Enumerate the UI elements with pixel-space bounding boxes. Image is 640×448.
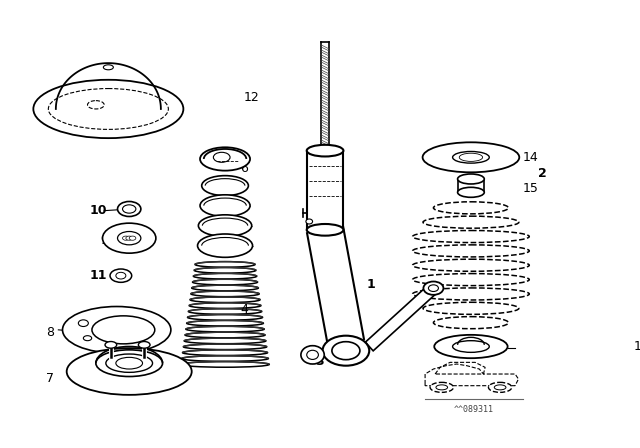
Ellipse shape [435, 335, 508, 358]
Ellipse shape [424, 281, 444, 295]
Ellipse shape [33, 80, 184, 138]
Ellipse shape [188, 314, 262, 320]
Ellipse shape [74, 354, 184, 389]
Ellipse shape [182, 356, 268, 362]
Ellipse shape [193, 273, 257, 279]
Text: 14: 14 [523, 151, 538, 164]
Ellipse shape [96, 350, 163, 376]
Ellipse shape [126, 236, 132, 240]
Ellipse shape [88, 101, 104, 109]
Ellipse shape [413, 245, 529, 257]
Ellipse shape [83, 336, 92, 340]
Ellipse shape [193, 279, 257, 285]
Ellipse shape [422, 142, 519, 172]
Ellipse shape [423, 302, 519, 314]
Ellipse shape [187, 320, 264, 326]
Ellipse shape [202, 176, 248, 196]
Text: 10: 10 [90, 204, 108, 217]
Ellipse shape [464, 155, 477, 159]
Ellipse shape [433, 202, 508, 214]
Text: 5: 5 [240, 217, 248, 230]
Ellipse shape [458, 187, 484, 197]
Text: 3: 3 [315, 355, 324, 368]
Ellipse shape [118, 202, 141, 216]
Ellipse shape [306, 219, 312, 224]
Ellipse shape [191, 291, 259, 297]
Ellipse shape [460, 153, 483, 161]
Ellipse shape [67, 348, 192, 395]
Text: 9: 9 [100, 234, 108, 247]
Text: 12: 12 [243, 91, 259, 104]
Text: 1: 1 [367, 277, 376, 290]
Ellipse shape [184, 344, 267, 349]
Ellipse shape [423, 216, 519, 228]
Ellipse shape [332, 342, 360, 360]
Ellipse shape [102, 223, 156, 253]
Ellipse shape [181, 362, 269, 367]
Ellipse shape [92, 316, 155, 344]
Ellipse shape [190, 297, 260, 302]
Ellipse shape [192, 285, 259, 291]
Ellipse shape [213, 152, 230, 162]
Text: 6: 6 [240, 163, 248, 176]
Ellipse shape [307, 350, 319, 359]
Text: 8: 8 [46, 326, 54, 339]
Text: ^^089311: ^^089311 [453, 405, 493, 414]
Ellipse shape [198, 215, 252, 237]
Text: 7: 7 [46, 372, 54, 385]
Ellipse shape [307, 224, 344, 236]
Ellipse shape [129, 236, 136, 240]
Ellipse shape [122, 205, 136, 213]
Ellipse shape [78, 320, 88, 327]
Ellipse shape [428, 285, 438, 292]
Text: 4: 4 [240, 302, 248, 315]
Ellipse shape [63, 306, 171, 353]
Ellipse shape [433, 317, 508, 329]
Ellipse shape [198, 234, 253, 257]
Ellipse shape [184, 338, 266, 344]
Ellipse shape [195, 262, 255, 267]
Ellipse shape [458, 174, 484, 184]
Ellipse shape [138, 341, 150, 348]
Ellipse shape [188, 309, 262, 314]
Ellipse shape [182, 350, 268, 355]
Ellipse shape [68, 310, 166, 350]
Ellipse shape [49, 89, 168, 129]
Ellipse shape [118, 232, 141, 245]
Ellipse shape [110, 269, 132, 282]
Polygon shape [365, 284, 437, 351]
Ellipse shape [452, 151, 489, 163]
Ellipse shape [189, 303, 261, 308]
Ellipse shape [430, 382, 453, 392]
Ellipse shape [413, 231, 529, 242]
Text: 2: 2 [538, 168, 547, 181]
Text: 15: 15 [523, 181, 538, 194]
Ellipse shape [116, 358, 143, 369]
Ellipse shape [200, 147, 250, 171]
Ellipse shape [105, 341, 116, 348]
Ellipse shape [186, 326, 264, 332]
Ellipse shape [200, 195, 250, 216]
Text: 13: 13 [634, 340, 640, 353]
Text: 11: 11 [90, 269, 108, 282]
Ellipse shape [413, 288, 529, 300]
Ellipse shape [185, 332, 265, 338]
Ellipse shape [436, 385, 447, 390]
Ellipse shape [494, 385, 506, 390]
Ellipse shape [307, 145, 344, 156]
Ellipse shape [103, 65, 113, 70]
Ellipse shape [413, 259, 529, 271]
Ellipse shape [106, 354, 152, 372]
Ellipse shape [122, 236, 129, 240]
Ellipse shape [323, 336, 369, 366]
Ellipse shape [116, 272, 126, 279]
Ellipse shape [301, 346, 324, 364]
Ellipse shape [413, 274, 529, 286]
Ellipse shape [452, 340, 489, 352]
Ellipse shape [488, 382, 512, 392]
Ellipse shape [194, 267, 256, 273]
